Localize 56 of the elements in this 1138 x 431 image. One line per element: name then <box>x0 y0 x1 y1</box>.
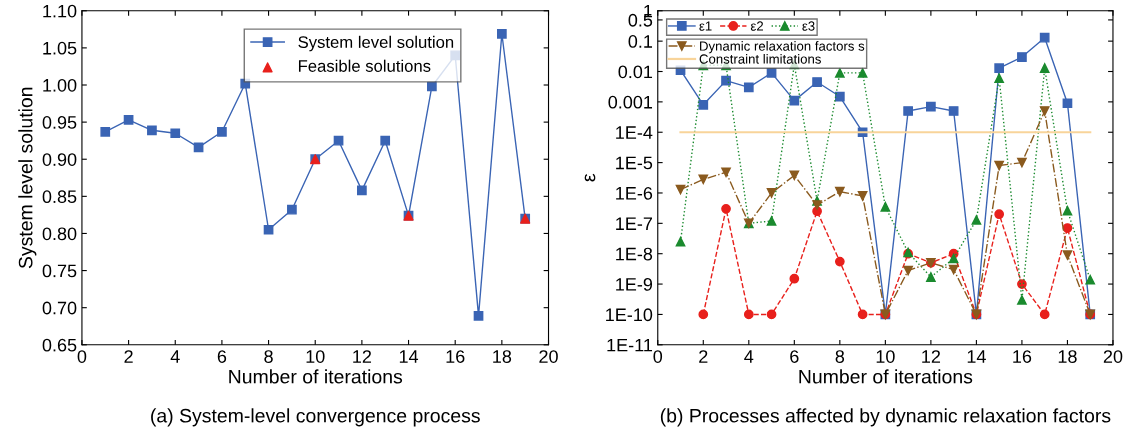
x-tick-label: 8 <box>264 350 273 363</box>
legend-label: Dynamic relaxation factors s <box>700 41 865 54</box>
x-tick-label: 8 <box>835 350 845 363</box>
y-tick-label: 0.90 <box>42 153 77 166</box>
x-tick-label: 16 <box>1013 350 1032 363</box>
x-tick-label: 18 <box>1058 350 1077 363</box>
y-tick-label: 1E-10 <box>606 308 653 322</box>
x-axis-title: Number of iterations <box>229 369 403 384</box>
x-tick-label: 16 <box>446 350 465 363</box>
y-tick-label: 1E-7 <box>616 217 652 230</box>
x-tick-label: 10 <box>306 350 325 363</box>
x-tick-label: 14 <box>399 350 419 363</box>
y-tick-label: 1E-11 <box>607 338 653 352</box>
y-tick-label: 0.80 <box>42 227 77 241</box>
x-tick-label: 10 <box>876 350 895 363</box>
x-tick-label: 6 <box>217 350 227 363</box>
text: (a) System-level convergence process <box>151 408 480 427</box>
y-tick-label: 0.70 <box>42 301 77 315</box>
y-tick-label: 1E-9 <box>616 278 653 291</box>
legend-label: System level solution <box>298 35 454 52</box>
legend-label: ε2 <box>750 21 763 31</box>
y-tick-label: 1E-5 <box>616 156 653 170</box>
y-tick-label: 0.75 <box>42 264 77 278</box>
text: (b) Processes affected by dynamic relaxation factors <box>660 408 1111 427</box>
x-axis-title: Number of iterations <box>799 369 973 384</box>
x-tick-label: 12 <box>353 350 372 363</box>
x-tick-label: 20 <box>1103 350 1123 363</box>
legend-label: ε3 <box>802 21 815 31</box>
x-tick-label: 4 <box>744 350 754 363</box>
y-tick-label: 1E-4 <box>616 126 653 139</box>
y-tick-label: 0.01 <box>618 65 653 79</box>
x-tick-label: 18 <box>493 350 512 363</box>
y-axis-title: System level solution <box>18 87 37 269</box>
x-tick-label: 4 <box>170 350 180 363</box>
y-tick-label: 0.001 <box>608 95 653 109</box>
y-tick-label: 0.95 <box>42 116 77 129</box>
y-tick-label: 0.85 <box>42 190 77 204</box>
y-tick-label: 1.05 <box>43 41 77 55</box>
legend-label: Constraint limitations <box>699 54 821 64</box>
x-tick-label: 2 <box>124 350 133 363</box>
x-tick-label: 0 <box>77 350 87 363</box>
x-tick-label: 12 <box>922 350 941 363</box>
y-tick-label: 1E-6 <box>616 186 653 200</box>
x-tick-label: 14 <box>967 350 986 363</box>
y-tick-label: 0.1 <box>628 35 653 48</box>
x-tick-label: 20 <box>539 350 558 363</box>
x-tick-label: 2 <box>699 350 708 363</box>
legend-label: Feasible solutions <box>298 59 431 72</box>
y-tick-label: 1.00 <box>43 78 77 92</box>
y-axis-title: ε <box>584 173 596 182</box>
y-tick-label: 0.65 <box>42 338 77 352</box>
x-tick-label: 6 <box>790 350 799 363</box>
y-tick-label: 1.10 <box>43 4 77 18</box>
y-tick-label: 1E-8 <box>616 247 653 261</box>
x-tick-label: 0 <box>653 350 663 363</box>
legend-label: ε1 <box>699 21 712 31</box>
